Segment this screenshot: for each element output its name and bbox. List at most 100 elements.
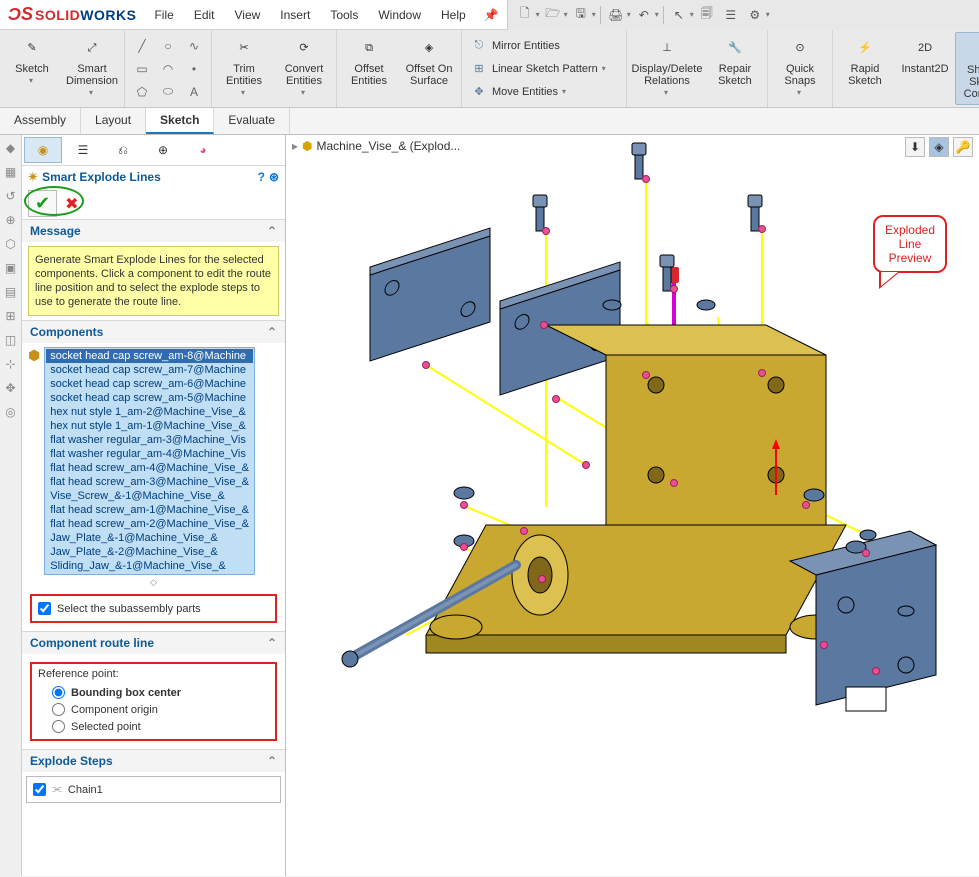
display-delete-relations-button[interactable]: ⊥Display/Delete Relations▾: [629, 32, 705, 105]
menu-window[interactable]: Window: [368, 2, 431, 28]
subassembly-checkbox[interactable]: [38, 602, 51, 615]
menu-insert[interactable]: Insert: [270, 2, 320, 28]
component-item[interactable]: Jaw_Plate_&-2@Machine_Vise_&: [46, 545, 253, 559]
tab-assembly[interactable]: Assembly: [0, 108, 81, 134]
repair-icon: 🔧: [723, 36, 747, 60]
trim-entities-button[interactable]: ✂Trim Entities▾: [214, 32, 274, 105]
tab-evaluate[interactable]: Evaluate: [214, 108, 290, 134]
component-item[interactable]: Sliding_Jaw_&-1@Machine_Vise_&: [46, 559, 253, 573]
new-icon[interactable]: 🗋: [514, 4, 536, 26]
menu-view[interactable]: View: [225, 2, 271, 28]
component-item[interactable]: socket head cap screw_am-6@Machine: [46, 377, 253, 391]
ptab-config[interactable]: ⎌: [104, 137, 142, 163]
chain1-row[interactable]: ⫘ Chain1: [33, 781, 274, 798]
rail-icon-8[interactable]: ⊞: [2, 307, 20, 325]
radio-origin-row[interactable]: Component origin: [52, 703, 269, 716]
component-item[interactable]: Vise_Screw_&-1@Machine_Vise_&: [46, 489, 253, 503]
menu-help[interactable]: Help: [431, 2, 476, 28]
linear-pattern-button[interactable]: ⊞Linear Sketch Pattern▾: [466, 58, 622, 80]
component-item[interactable]: flat washer regular_am-3@Machine_Vis: [46, 433, 253, 447]
viewport[interactable]: ▸ ⬢ Machine_Vise_& (Explod... ⬇ ◈ 🔑 Expl…: [286, 135, 979, 876]
ok-button[interactable]: ✔: [28, 190, 57, 217]
component-item[interactable]: flat head screw_am-1@Machine_Vise_&: [46, 503, 253, 517]
rebuild-icon[interactable]: 🗐: [696, 4, 718, 26]
rect-icon[interactable]: ▭: [129, 58, 155, 80]
rail-icon-9[interactable]: ◫: [2, 331, 20, 349]
component-item[interactable]: flat head screw_am-2@Machine_Vise_&: [46, 517, 253, 531]
pushpin-icon[interactable]: ⊛: [269, 170, 279, 184]
polygon-icon[interactable]: ⬠: [129, 81, 155, 103]
radio-selected[interactable]: [52, 720, 65, 733]
chain1-checkbox[interactable]: [33, 783, 46, 796]
ellipse-icon[interactable]: ⬭: [155, 81, 181, 103]
route-line-header[interactable]: Component route line⌃: [22, 632, 285, 654]
arc-icon[interactable]: ◠: [155, 58, 181, 80]
component-item[interactable]: socket head cap screw_am-7@Machine: [46, 363, 253, 377]
select-icon[interactable]: ↖: [668, 4, 690, 26]
menu-edit[interactable]: Edit: [184, 2, 225, 28]
radio-origin[interactable]: [52, 703, 65, 716]
quick-snaps-button[interactable]: ⊙Quick Snaps▾: [770, 32, 830, 105]
circle-icon[interactable]: ○: [155, 35, 181, 57]
component-item[interactable]: Jaw_Plate_&-1@Machine_Vise_&: [46, 531, 253, 545]
rail-icon-2[interactable]: ▦: [2, 163, 20, 181]
component-item[interactable]: flat head screw_am-4@Machine_Vise_&: [46, 461, 253, 475]
subassembly-checkbox-row[interactable]: Select the subassembly parts: [38, 600, 269, 617]
options-list-icon[interactable]: ☰: [720, 4, 742, 26]
save-icon[interactable]: 🖫: [570, 4, 592, 26]
cancel-button[interactable]: ✖: [59, 192, 84, 216]
rail-icon-6[interactable]: ▣: [2, 259, 20, 277]
instant2d-button[interactable]: 2DInstant2D: [895, 32, 955, 105]
components-list[interactable]: socket head cap screw_am-8@Machinesocket…: [44, 347, 255, 575]
print-icon[interactable]: 🖨: [605, 4, 627, 26]
menu-file[interactable]: File: [144, 2, 183, 28]
rail-icon-12[interactable]: ◎: [2, 403, 20, 421]
help-icon[interactable]: ?: [258, 170, 265, 184]
component-item[interactable]: flat washer regular_am-4@Machine_Vis: [46, 447, 253, 461]
text-icon[interactable]: A: [181, 81, 207, 103]
explode-steps-header[interactable]: Explode Steps⌃: [22, 750, 285, 772]
menu-tools[interactable]: Tools: [320, 2, 368, 28]
ptab-feature-tree[interactable]: ◉: [24, 137, 62, 163]
repair-sketch-button[interactable]: 🔧Repair Sketch: [705, 32, 765, 105]
smart-dimension-button[interactable]: ⤢ Smart Dimension ▾: [62, 32, 122, 105]
point-icon[interactable]: •: [181, 58, 207, 80]
radio-bbox-row[interactable]: Bounding box center: [52, 686, 269, 699]
sketch-button[interactable]: ✎ Sketch ▾: [2, 32, 62, 105]
main-menus: File Edit View Insert Tools Window Help: [144, 2, 475, 28]
component-item[interactable]: flat head screw_am-3@Machine_Vise_&: [46, 475, 253, 489]
undo-icon[interactable]: ↶: [633, 4, 655, 26]
rail-icon-5[interactable]: ⬡: [2, 235, 20, 253]
rail-icon-3[interactable]: ↺: [2, 187, 20, 205]
offset-entities-button[interactable]: ⧉Offset Entities: [339, 32, 399, 105]
mirror-entities-button[interactable]: ⎋Mirror Entities: [466, 35, 622, 57]
rail-icon-10[interactable]: ⊹: [2, 355, 20, 373]
shaded-contours-button[interactable]: ◐Shaded Sketch Contours: [955, 32, 979, 105]
open-icon[interactable]: 🗁: [542, 4, 564, 26]
rail-icon-11[interactable]: ✥: [2, 379, 20, 397]
rail-icon-4[interactable]: ⊕: [2, 211, 20, 229]
ptab-dimxpert[interactable]: ⊕: [144, 137, 182, 163]
move-entities-button[interactable]: ✥Move Entities▾: [466, 81, 622, 103]
pin-icon[interactable]: 📌: [476, 2, 507, 28]
component-item[interactable]: hex nut style 1_am-1@Machine_Vise_&: [46, 419, 253, 433]
rapid-sketch-button[interactable]: ⚡Rapid Sketch: [835, 32, 895, 105]
convert-entities-button[interactable]: ⟳Convert Entities▾: [274, 32, 334, 105]
offset-on-surface-button[interactable]: ◈Offset On Surface: [399, 32, 459, 105]
message-header[interactable]: Message⌃: [22, 220, 285, 242]
components-header[interactable]: Components⌃: [22, 321, 285, 343]
ptab-display[interactable]: ◕: [184, 137, 222, 163]
ptab-property[interactable]: ☰: [64, 137, 102, 163]
tab-sketch[interactable]: Sketch: [146, 108, 214, 134]
settings-icon[interactable]: ⚙: [744, 4, 766, 26]
radio-selected-row[interactable]: Selected point: [52, 720, 269, 733]
radio-bbox[interactable]: [52, 686, 65, 699]
component-item[interactable]: hex nut style 1_am-2@Machine_Vise_&: [46, 405, 253, 419]
rail-icon-1[interactable]: ◆: [2, 139, 20, 157]
rail-icon-7[interactable]: ▤: [2, 283, 20, 301]
component-item[interactable]: socket head cap screw_am-8@Machine: [46, 349, 253, 363]
component-item[interactable]: socket head cap screw_am-5@Machine: [46, 391, 253, 405]
spline-icon[interactable]: ∿: [181, 35, 207, 57]
tab-layout[interactable]: Layout: [81, 108, 146, 134]
line-icon[interactable]: ╱: [129, 35, 155, 57]
